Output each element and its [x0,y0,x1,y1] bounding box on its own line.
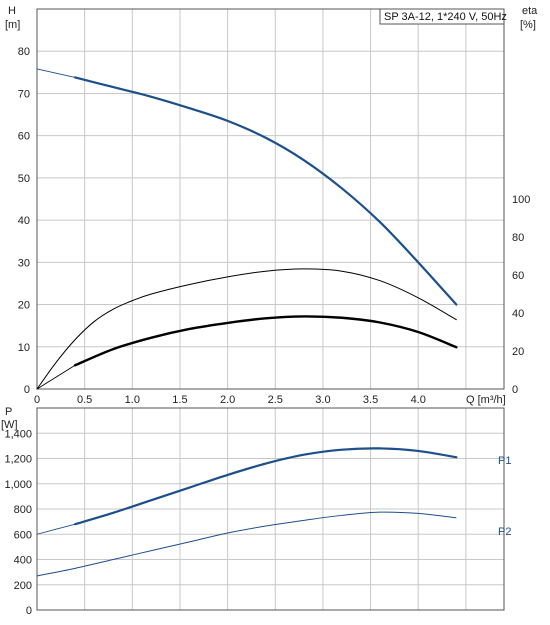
x-tick-label: 4.0 [411,394,426,406]
p-axis-symbol: P [5,406,12,418]
title-box [379,8,505,25]
eta-tick-label: 60 [512,270,524,282]
series-label-p1: P1 [498,455,511,467]
top-plot-frame [36,8,505,390]
x-tick-label: 3.5 [363,394,378,406]
efficiency-curve-thick-extension [36,364,76,390]
power-curve-p1 [74,447,458,526]
power-curve-p1-extension [36,523,76,535]
p-tick-label: 0 [26,605,32,617]
x-tick-label: 2.5 [268,394,283,406]
p-tick-label: 600 [14,529,32,541]
h-tick-label: 80 [18,46,30,58]
series-label-p2: P2 [498,526,511,538]
h-tick-label: 40 [18,215,30,227]
h-tick-label: 50 [18,173,30,185]
top-grid [37,8,504,389]
p-tick-label: 1,000 [4,479,32,491]
h-tick-label: 0 [24,384,30,396]
head-curve [74,76,458,306]
bottom-plot-frame [36,407,505,611]
eta-tick-label: 80 [512,232,524,244]
p-axis-unit: [W] [1,419,18,431]
h-tick-label: 10 [18,342,30,354]
h-axis-symbol: H [8,5,16,17]
p-tick-label: 200 [14,580,32,592]
eta-axis-unit: [%] [520,19,536,31]
chart-title: SP 3A-12, 1*240 V, 50Hz [384,11,507,23]
h-tick-label: 20 [18,300,30,312]
x-tick-label: 3.0 [315,394,330,406]
eta-tick-label: 40 [512,308,524,320]
p-tick-label: 1,200 [4,454,32,466]
head-curve-extension [36,68,76,78]
h-axis-unit: [m] [5,19,20,31]
p-tick-label: 1,400 [4,428,32,440]
efficiency-curve-thin [36,268,457,390]
q-axis-label: Q [m³/h] [466,394,506,406]
efficiency-curve-thick [73,315,458,367]
eta-tick-label: 20 [512,346,524,358]
p-tick-label: 400 [14,555,32,567]
h-tick-label: 60 [18,131,30,143]
x-tick-label: 1.0 [125,394,140,406]
x-tick-label: 0 [34,394,40,406]
eta-tick-label: 0 [512,384,518,396]
power-curve-p2 [36,511,457,577]
h-tick-label: 70 [18,88,30,100]
p-tick-label: 800 [14,504,32,516]
tick-labels: 0 0.5 1.0 1.5 2.0 2.5 3.0 3.5 4.0 0 10 20 30 40 50 60 70… [4,46,530,617]
eta-axis-symbol: eta [522,5,538,17]
x-tick-label: 0.5 [77,394,92,406]
x-tick-label: 1.5 [172,394,187,406]
bottom-grid [37,407,504,610]
curves [36,68,458,577]
h-tick-label: 30 [18,257,30,269]
x-tick-label: 2.0 [220,394,235,406]
eta-tick-label: 100 [512,194,530,206]
